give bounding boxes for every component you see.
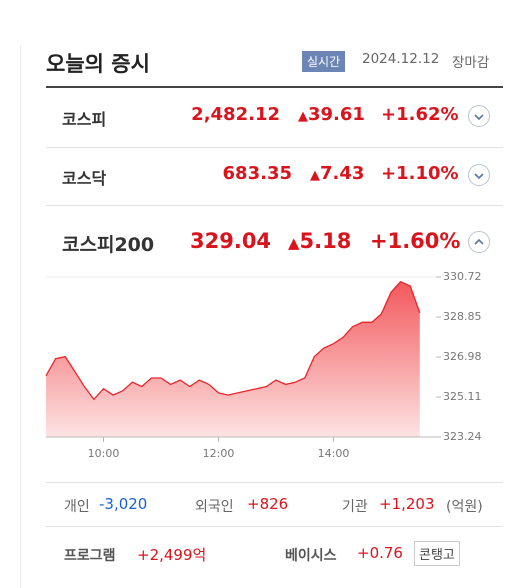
index-change: ▲39.61 xyxy=(298,104,365,125)
chevron xyxy=(474,114,484,121)
divider xyxy=(46,86,503,88)
collapse-button[interactable] xyxy=(468,231,490,253)
unit: (억원) xyxy=(446,499,483,515)
index-value: 329.04 xyxy=(190,229,272,253)
index-rate: +1.60% xyxy=(370,229,461,253)
divider xyxy=(46,526,503,527)
y-tick-label: 326.98 xyxy=(443,350,482,363)
index-rate: +1.62% xyxy=(381,104,459,125)
y-tick-label: 323.24 xyxy=(443,430,482,443)
index-change: ▲7.43 xyxy=(310,163,365,184)
divider xyxy=(46,482,503,483)
expand-button[interactable] xyxy=(468,164,490,186)
change-value: 5.18 xyxy=(299,229,352,253)
chart: 323.24 325.11 326.98 328.85 330.72 10:00 12:00… xyxy=(45,270,482,460)
index-name: 코스닥 xyxy=(62,169,107,188)
index-value: 683.35 xyxy=(222,163,292,184)
x-tick-label: 12:00 xyxy=(203,447,235,460)
area xyxy=(46,281,420,437)
divider xyxy=(46,147,503,148)
x-tick-label: 14:00 xyxy=(318,447,350,460)
chevron xyxy=(474,173,484,180)
investor-value: +826 xyxy=(247,495,289,513)
basis-value: +0.76 xyxy=(357,544,403,562)
index-value: 2,482.12 xyxy=(191,104,280,125)
investor-value: +1,203 xyxy=(379,495,435,513)
basis-label: 베이시스 xyxy=(285,548,337,564)
basis-state: 콘탱고 xyxy=(414,541,460,566)
program-label: 프로그램 xyxy=(64,548,116,564)
investor-value: -3,020 xyxy=(99,495,148,513)
program-value: +2,499억 xyxy=(137,546,207,564)
y-tick-label: 330.72 xyxy=(443,270,482,283)
index-change: ▲5.18 xyxy=(288,229,352,253)
investor-label: 외국인 xyxy=(195,499,234,515)
investor-label: 기관 xyxy=(342,499,368,515)
divider xyxy=(46,205,503,206)
change-value: 7.43 xyxy=(320,163,365,184)
y-tick-label: 328.85 xyxy=(443,310,482,323)
expand-button[interactable] xyxy=(468,105,490,127)
x-tick-label: 10:00 xyxy=(88,447,120,460)
side-border xyxy=(20,45,21,588)
chevron xyxy=(474,238,484,245)
status: 장마감 xyxy=(452,55,490,71)
title: 오늘의 증시 xyxy=(46,52,150,76)
line xyxy=(45,280,421,401)
y-tick-label: 325.11 xyxy=(443,390,482,403)
date: 2024.12.12 xyxy=(362,51,440,67)
change-value: 39.61 xyxy=(308,104,365,125)
index-name: 코스피200 xyxy=(62,234,155,256)
investor-label: 개인 xyxy=(64,499,90,515)
index-rate: +1.10% xyxy=(381,163,459,184)
badge: 실시간 xyxy=(302,51,346,72)
index-name: 코스피 xyxy=(62,110,107,129)
